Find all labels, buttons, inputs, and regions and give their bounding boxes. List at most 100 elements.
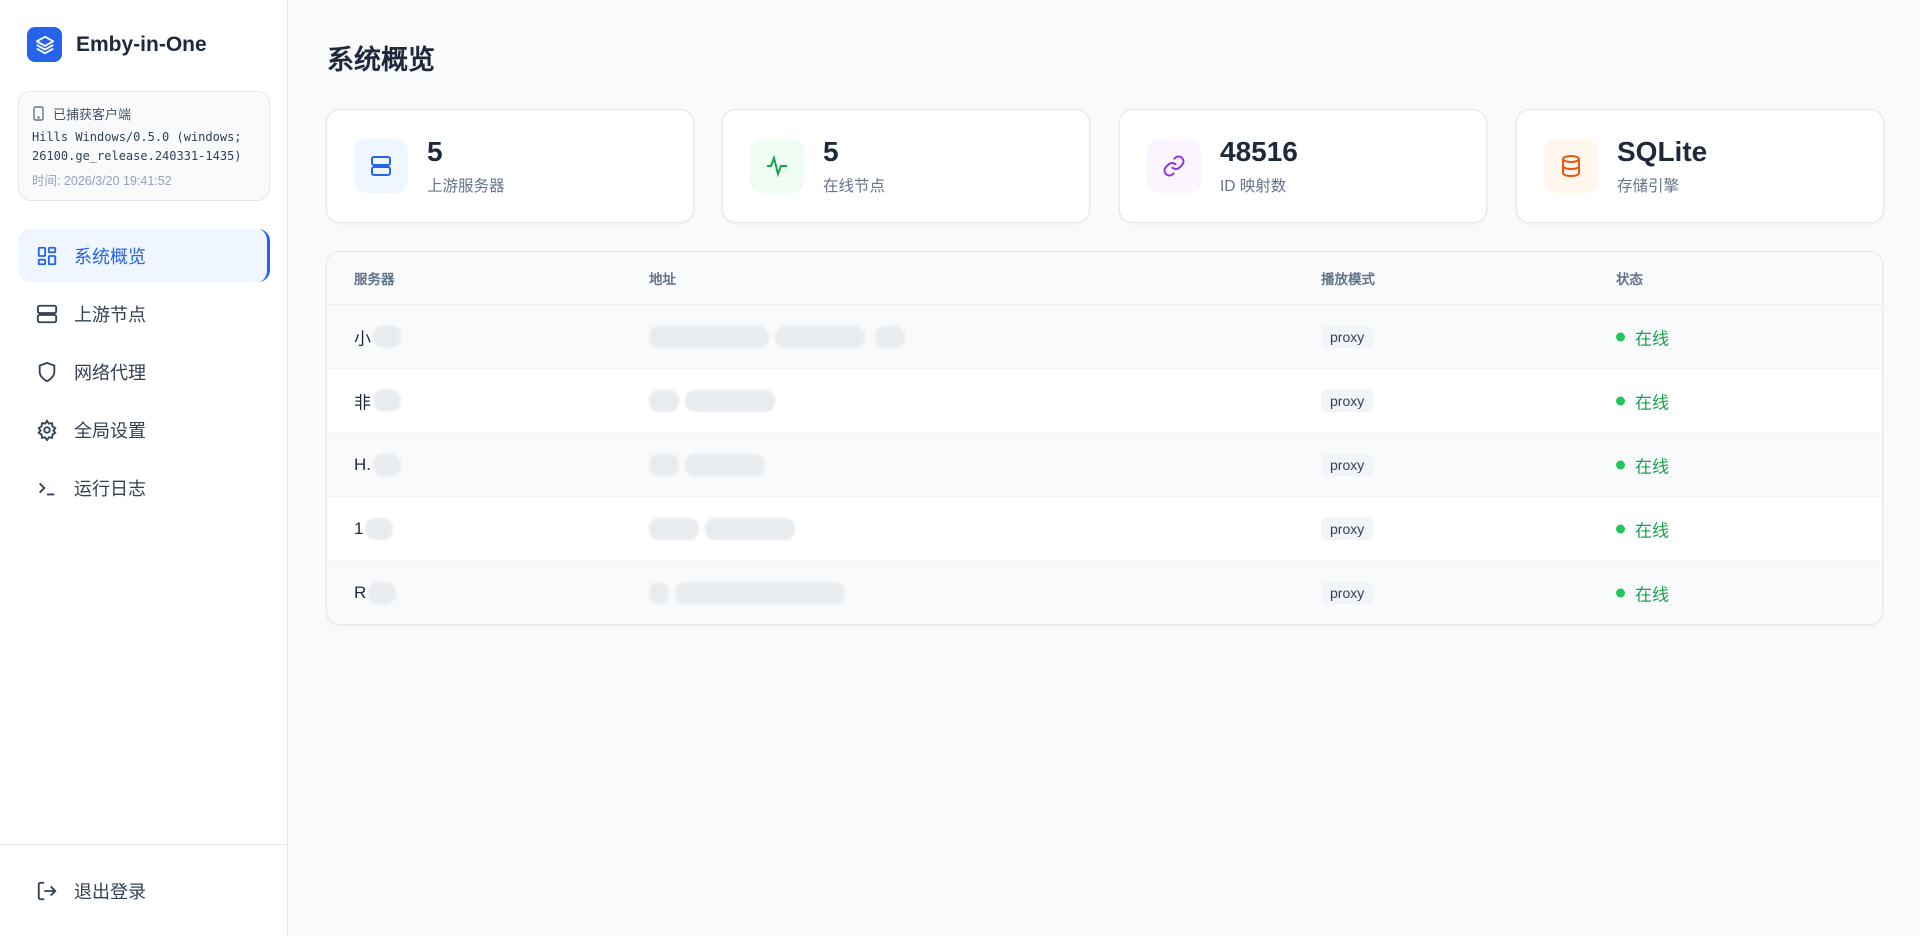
server-name-cell: 1 [354,517,394,540]
mode-cell: proxy [1321,517,1374,540]
captured-client-box: 已捕获客户端 Hills Windows/0.5.0 (windows; 2610… [18,91,270,201]
status-dot-icon [1616,460,1625,469]
status-cell: 在线 [1616,516,1669,541]
redacted-blur [685,453,765,476]
server-icon [36,304,58,323]
phone-icon [33,106,44,121]
redacted-blur [373,325,401,348]
redacted-blur [649,389,679,412]
redacted-blur [649,453,679,476]
table-row[interactable]: R proxy 在线 [327,561,1882,624]
table-row[interactable]: 小 proxy 在线 [327,305,1882,369]
mode-cell: proxy [1321,453,1374,476]
server-name-cell: H. [354,453,401,476]
server-name: 非 [354,393,371,412]
sidebar-item-proxy[interactable]: 网络代理 [18,345,270,398]
address-cell [649,389,775,412]
status-cell: 在线 [1616,452,1669,477]
mode-cell: proxy [1321,389,1374,412]
app-name: Emby-in-One [76,33,207,56]
sidebar-item-label: 网络代理 [74,362,146,383]
redacted-blur [685,389,775,412]
status-dot-icon [1616,588,1625,598]
dashboard-icon [37,246,57,265]
stat-label: 上游服务器 [427,178,505,195]
stat-card-online-nodes: 5 在线节点 [722,109,1090,223]
sidebar-item-settings[interactable]: 全局设置 [18,403,270,456]
sidebar-item-label: 全局设置 [74,420,146,441]
server-name: 小 [354,329,371,348]
sidebar-item-upstream[interactable]: 上游节点 [18,287,270,340]
server-name-cell: 非 [354,388,401,413]
link-icon [1147,139,1201,193]
redacted-blur [705,517,795,540]
status-text: 在线 [1635,457,1669,476]
logout-button[interactable]: 退出登录 [18,864,270,917]
header-address: 地址 [649,272,676,287]
redacted-blur [373,389,401,412]
status-cell: 在线 [1616,388,1669,413]
client-ua-line1: Hills Windows/0.5.0 (windows; [32,130,242,144]
status-dot-icon [1616,524,1625,533]
address-cell [649,582,845,604]
mode-badge: proxy [1321,325,1374,348]
address-cell [649,325,905,348]
header-server: 服务器 [354,272,395,287]
stat-value: 5 [823,136,839,167]
status-text: 在线 [1635,585,1669,605]
redacted-blur [368,582,397,604]
server-name: H. [354,454,371,474]
redacted-blur [675,582,845,604]
header-status: 状态 [1616,272,1643,287]
sidebar: Emby-in-One 已捕获客户端 Hills Windows/0.5.0 (… [0,0,288,936]
stat-value: SQLite [1617,136,1708,167]
server-name-cell: 小 [354,324,401,349]
stat-value: 48516 [1220,136,1298,167]
server-name: 1 [354,518,364,538]
stat-value: 5 [427,136,443,167]
table-row[interactable]: 非 proxy 在线 [327,369,1882,433]
logout-icon [37,881,57,900]
stat-card-storage-engine: SQLite 存储引擎 [1516,109,1884,223]
mode-badge: proxy [1321,517,1374,540]
mode-badge: proxy [1321,453,1374,476]
table-row[interactable]: H. proxy 在线 [327,433,1882,497]
activity-icon [750,139,804,193]
stat-label: 在线节点 [823,178,886,195]
redacted-blur [775,325,865,348]
redacted-blur [649,517,699,540]
client-ua-line2: 26100.ge_release.240331-1435) [32,149,242,163]
sidebar-item-label: 系统概览 [74,246,146,267]
stat-label: 存储引擎 [1617,178,1680,195]
sidebar-nav: 系统概览 上游节点 网络代理 全局设置 运行日志 [18,229,270,519]
header-mode: 播放模式 [1321,272,1375,287]
sidebar-item-logs[interactable]: 运行日志 [18,461,270,514]
sidebar-item-overview[interactable]: 系统概览 [18,229,270,282]
layers-icon [27,27,62,62]
stat-card-id-mappings: 48516 ID 映射数 [1119,109,1487,223]
server-icon [354,139,408,193]
gear-icon [37,418,57,441]
logout-label: 退出登录 [74,881,146,902]
servers-table: 服务器 地址 播放模式 状态 小 proxy 在线非 proxy 在线 H. pr… [326,251,1883,625]
table-row[interactable]: 1 proxy 在线 [327,497,1882,561]
page-title: 系统概览 [327,45,435,75]
table-header: 服务器 地址 播放模式 状态 [327,252,1882,305]
server-name: R [354,583,367,602]
sidebar-item-label: 上游节点 [74,304,146,325]
shield-icon [38,361,56,382]
status-dot-icon [1616,396,1625,405]
status-dot-icon [1616,332,1625,341]
mode-cell: proxy [1321,582,1374,604]
stat-label: ID 映射数 [1220,178,1287,195]
redacted-blur [373,453,401,476]
database-icon [1544,139,1598,193]
redacted-blur [875,325,905,348]
status-text: 在线 [1635,521,1669,540]
mode-cell: proxy [1321,325,1374,348]
status-cell: 在线 [1616,324,1669,349]
redacted-blur [365,517,394,540]
redacted-blur [649,582,669,604]
sidebar-divider [0,844,288,845]
client-label: 已捕获客户端 [53,107,132,122]
